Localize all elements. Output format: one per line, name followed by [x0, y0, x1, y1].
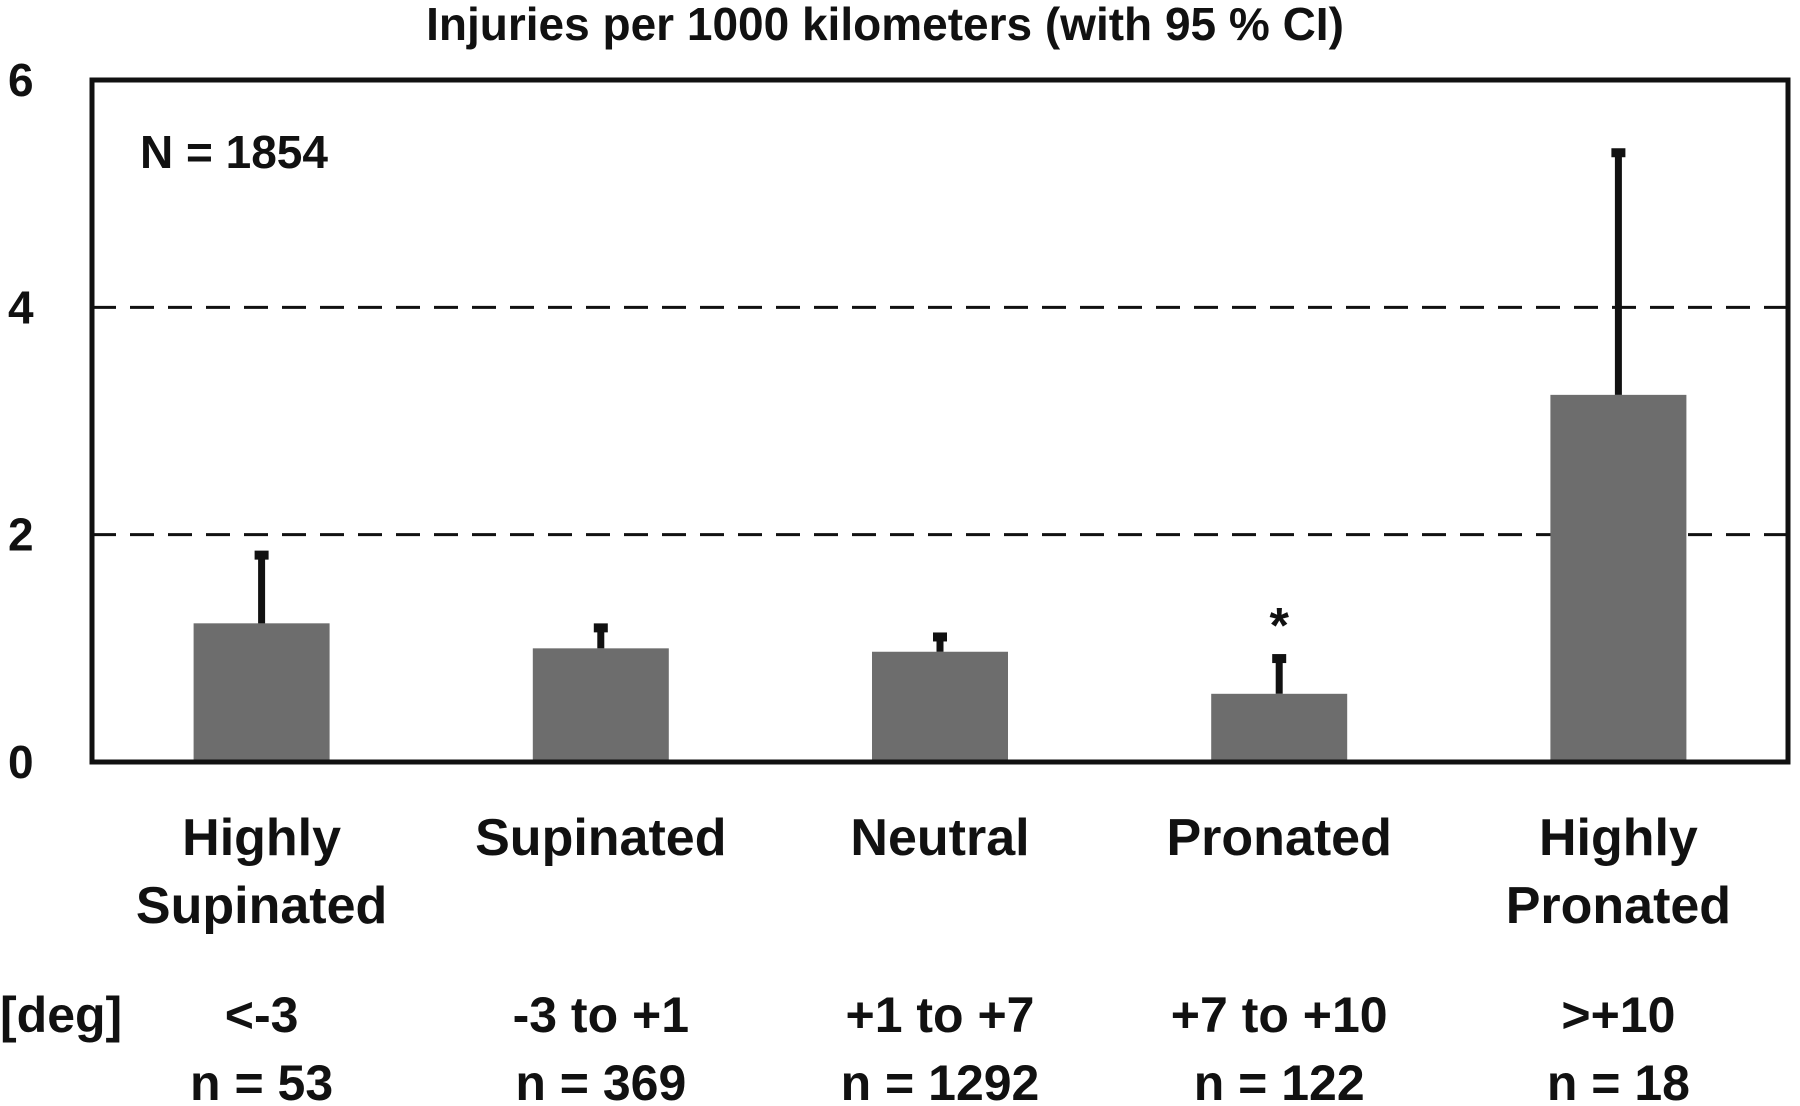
y-tick-label: 6 — [8, 54, 34, 106]
category-label: Neutral — [850, 809, 1029, 867]
y-tick-label: 0 — [8, 736, 34, 788]
deg-unit-label: [deg] — [0, 987, 122, 1043]
sample-size-label: n = 18 — [1547, 1055, 1690, 1106]
category-labels: Highly Supinated Supinated Neutral Pronated H… — [136, 809, 1731, 935]
plot-frame — [89, 77, 1791, 765]
category-label: Pronated — [1506, 877, 1731, 935]
sample-size-label: n = 1292 — [841, 1055, 1040, 1106]
bar — [872, 651, 1008, 762]
sample-size-labels: n = 53 n = 369 n = 1292 n = 122 n = 18 — [190, 1055, 1690, 1106]
category-label: Pronated — [1167, 809, 1392, 867]
degree-range-label: -3 to +1 — [513, 987, 689, 1043]
sample-size-label: n = 369 — [515, 1055, 686, 1106]
degree-range-label: <-3 — [225, 987, 299, 1043]
bar — [532, 648, 669, 762]
degree-range-label: >+10 — [1561, 987, 1675, 1043]
bar — [1211, 693, 1348, 762]
sample-size-label: n = 122 — [1194, 1055, 1365, 1106]
bar — [193, 623, 330, 762]
category-label: Supinated — [136, 877, 387, 935]
y-tick-label: 4 — [8, 281, 34, 333]
chart-title: Injuries per 1000 kilometers (with 95 % … — [426, 0, 1344, 50]
sample-size-label: n = 53 — [190, 1055, 333, 1106]
category-label: Highly — [1539, 809, 1698, 867]
gridlines — [92, 305, 1788, 537]
total-n-annotation: N = 1854 — [140, 126, 328, 178]
degree-range-label: +1 to +7 — [846, 987, 1035, 1043]
y-axis-ticks: 0 2 4 6 — [8, 54, 34, 788]
bar — [1550, 394, 1687, 762]
degree-range-label: +7 to +10 — [1171, 987, 1388, 1043]
degree-range-labels: <-3 -3 to +1 +1 to +7 +7 to +10 >+10 — [225, 987, 1676, 1043]
error-bars: * — [254, 148, 1626, 694]
category-label: Highly — [182, 809, 341, 867]
y-tick-label: 2 — [8, 509, 34, 561]
significance-marker: * — [1269, 598, 1289, 654]
category-label: Supinated — [475, 809, 726, 867]
bars — [193, 394, 1687, 762]
